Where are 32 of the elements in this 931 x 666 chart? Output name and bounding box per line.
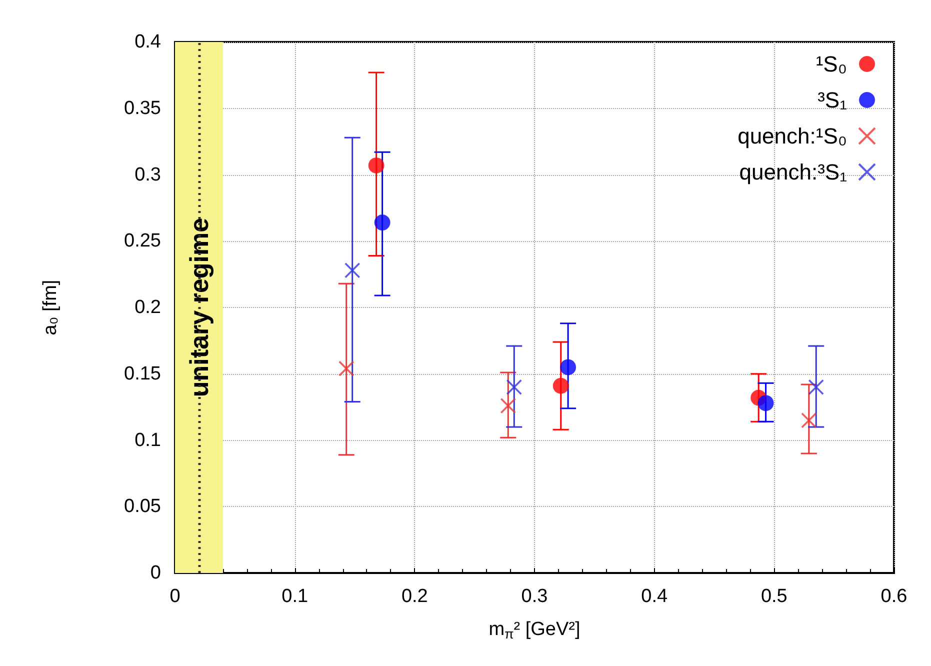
y-tick-label: 0.25 — [124, 230, 161, 252]
x-tick-label: 0.5 — [760, 586, 788, 607]
x-tick-label: 0.6 — [880, 586, 908, 607]
point — [500, 398, 516, 414]
point — [374, 214, 390, 231]
x-tick-label: 0.1 — [282, 586, 308, 607]
y-tick-label: 0 — [150, 562, 161, 584]
y-tick-label: 0.2 — [134, 297, 161, 318]
x-tick-label: 0.3 — [521, 586, 548, 607]
point — [506, 379, 522, 396]
y-tick-label: 0.4 — [134, 32, 162, 52]
x-tick-label: 0.4 — [641, 586, 668, 607]
point — [801, 412, 817, 428]
point — [560, 359, 576, 376]
point — [338, 360, 354, 376]
y-tick-label: 0.1 — [134, 430, 161, 451]
x-tick-label: 0.2 — [401, 586, 428, 607]
legend-label: quench:³S₁ — [739, 160, 847, 184]
legend-label: quench:¹S₀ — [738, 124, 847, 148]
y-tick-label: 0.35 — [124, 98, 161, 119]
point — [344, 262, 360, 278]
y-tick-label: 0.3 — [134, 164, 161, 186]
y-tick-label: 0.05 — [124, 496, 161, 518]
point — [552, 378, 569, 394]
y-axis-title: a₀ [fm] — [40, 280, 61, 336]
point — [808, 379, 824, 396]
point — [368, 157, 384, 174]
x-tick-label: 0 — [170, 586, 180, 607]
point — [758, 395, 774, 412]
legend-label: ¹S₀ — [816, 52, 847, 76]
y-tick-label: 0.15 — [124, 363, 161, 384]
legend-label: ³S₁ — [818, 88, 847, 112]
